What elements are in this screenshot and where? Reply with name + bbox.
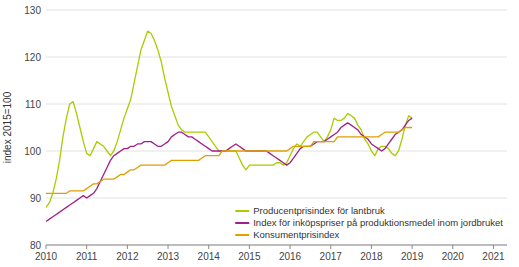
- y-tick-label: 90: [30, 193, 42, 204]
- grid-line: [46, 104, 507, 105]
- x-tick: [330, 245, 331, 249]
- x-axis: 2010 2011 2012 2013 2014 2015 2016 2017 2018 2019…: [35, 245, 507, 262]
- x-tick: [371, 245, 372, 249]
- x-tick-label: 2011: [76, 251, 98, 262]
- y-axis: 80 90 100 110 120 130: [24, 5, 507, 251]
- x-tick: [208, 245, 209, 249]
- legend-item: Index för inköpspriser på produktionsmed…: [235, 217, 503, 228]
- x-tick: [493, 245, 494, 249]
- x-tick-label: 2021: [482, 251, 505, 262]
- grid-line: [46, 10, 507, 11]
- y-tick-label: 110: [25, 99, 41, 110]
- lines: [46, 31, 412, 221]
- x-tick: [168, 245, 169, 249]
- legend-label: Konsumentprisindex: [253, 229, 339, 240]
- series-line: [46, 128, 412, 194]
- x-tick-label: 2020: [442, 251, 465, 262]
- legend-item: Konsumentprisindex: [235, 229, 339, 240]
- x-tick-label: 2019: [401, 251, 424, 262]
- legend-swatch: [235, 234, 249, 236]
- series-line: [46, 31, 412, 207]
- x-tick: [86, 245, 87, 249]
- y-tick-label: 100: [24, 146, 41, 157]
- legend-label: Producentprisindex för lantbruk: [253, 205, 385, 216]
- y-tick-label: 80: [30, 240, 42, 251]
- y-tick-label: 130: [24, 5, 41, 16]
- x-tick: [452, 245, 453, 249]
- x-tick: [249, 245, 250, 249]
- chart: 8090100110120130index 2015=1002010201120…: [0, 0, 519, 267]
- legend: Producentprisindex för lantbrukIndex för…: [235, 205, 503, 240]
- x-tick-label: 2016: [279, 251, 302, 262]
- y-tick-label: 120: [24, 52, 41, 63]
- legend-swatch: [235, 222, 249, 224]
- grid-line: [46, 245, 507, 246]
- x-tick-label: 2015: [238, 251, 261, 262]
- legend-label: Index för inköpspriser på produktionsmed…: [253, 217, 503, 228]
- y-axis-label: index 2015=100: [2, 91, 13, 163]
- x-tick-label: 2014: [198, 251, 221, 262]
- x-tick-label: 2010: [35, 251, 58, 262]
- x-tick: [290, 245, 291, 249]
- x-tick-label: 2012: [116, 251, 139, 262]
- x-tick-label: 2018: [360, 251, 383, 262]
- grid-line: [46, 198, 507, 199]
- x-axis-line: [46, 245, 507, 246]
- grid-line: [46, 57, 507, 58]
- legend-swatch: [235, 210, 249, 212]
- x-tick: [46, 245, 47, 249]
- x-tick: [412, 245, 413, 249]
- x-tick-label: 2017: [320, 251, 343, 262]
- series-line: [46, 118, 412, 221]
- x-tick-label: 2013: [157, 251, 180, 262]
- x-tick: [127, 245, 128, 249]
- legend-item: Producentprisindex för lantbruk: [235, 205, 385, 216]
